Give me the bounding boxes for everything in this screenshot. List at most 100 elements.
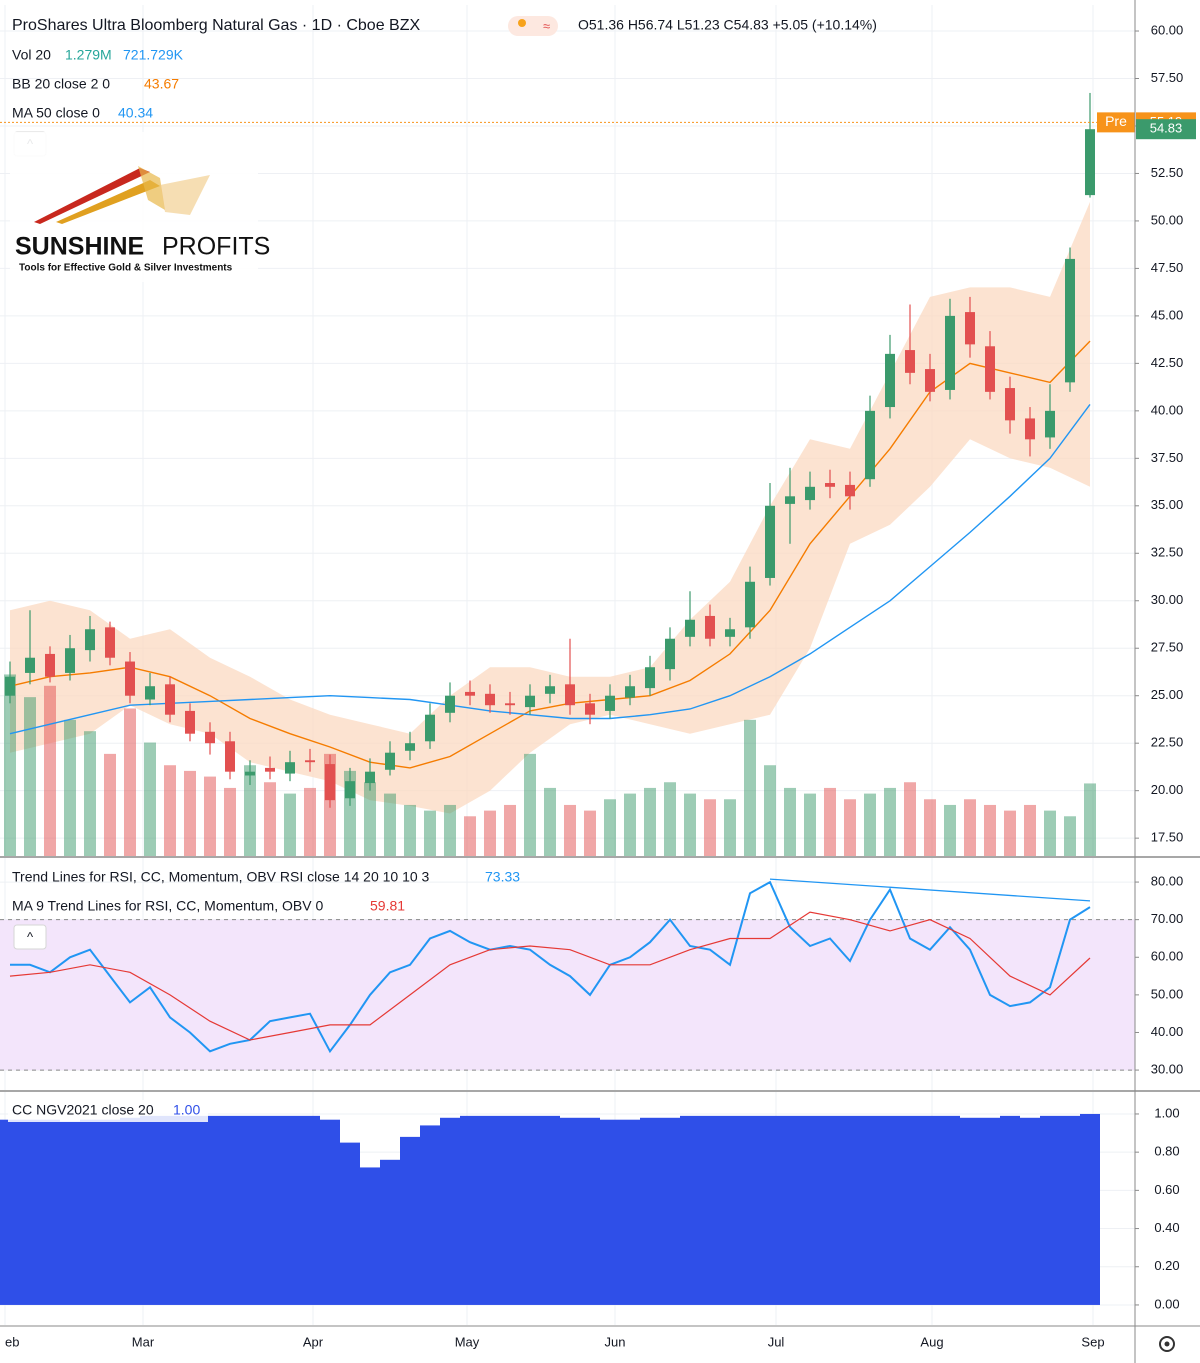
x-tick-label: Jul <box>768 1334 785 1349</box>
x-tick-label: May <box>455 1334 480 1349</box>
logo-tagline: Tools for Effective Gold & Silver Invest… <box>19 263 233 274</box>
volume-bar <box>64 719 76 856</box>
candle-body <box>325 764 335 801</box>
legend-value: 1.00 <box>173 1102 200 1118</box>
cc-bar <box>440 1117 460 1305</box>
candle-body <box>625 686 635 698</box>
volume-legend: Vol 20 <box>12 47 51 63</box>
volume-bar <box>764 765 776 856</box>
volume-bar <box>904 782 916 856</box>
cc-bar <box>280 1115 300 1305</box>
volume-bar <box>484 810 496 856</box>
volume-bar <box>604 799 616 856</box>
volume-bar <box>644 787 656 856</box>
y-tick-label: 37.50 <box>1151 450 1184 465</box>
candle-body <box>805 486 815 501</box>
volume-bar <box>464 816 476 856</box>
x-tick-label: Sep <box>1081 1334 1104 1349</box>
y-tick-label: 32.50 <box>1151 545 1184 560</box>
x-tick-label: Mar <box>132 1334 155 1349</box>
candle-body <box>225 741 235 772</box>
cc-bar <box>840 1115 860 1305</box>
candle-body <box>165 684 175 715</box>
candle-body <box>425 714 435 742</box>
settings-icon[interactable] <box>1159 1336 1175 1352</box>
volume-bar <box>684 793 696 856</box>
cc-bar <box>720 1115 740 1305</box>
cc-bar <box>980 1117 1000 1305</box>
cc-bar <box>400 1136 420 1305</box>
volume-bar <box>424 810 436 856</box>
cc-bar <box>540 1115 560 1305</box>
cc-bar <box>140 1115 160 1305</box>
series-line <box>769 878 1091 902</box>
candle-body <box>585 703 595 715</box>
volume-bar <box>724 799 736 856</box>
volume-bar <box>984 804 996 856</box>
volume-bar <box>384 793 396 856</box>
y-tick-label: 35.00 <box>1151 497 1184 512</box>
candle-body <box>1025 418 1035 440</box>
y-tick-label: 30.00 <box>1151 1062 1184 1077</box>
volume-bar <box>624 793 636 856</box>
candle-body <box>85 629 95 651</box>
collapse-button[interactable] <box>13 924 47 950</box>
candle-body <box>565 684 575 706</box>
chart-title: ProShares Ultra Bloomberg Natural Gas · … <box>12 17 420 34</box>
candle-body <box>965 312 975 345</box>
series-line <box>10 880 1091 1054</box>
volume-bar <box>844 799 856 856</box>
candle-body <box>45 653 55 677</box>
cc-bar <box>220 1115 240 1305</box>
candle-body <box>125 661 135 696</box>
y-tick-label: 0.80 <box>1154 1144 1179 1159</box>
x-tick-label: Jun <box>605 1334 626 1349</box>
y-tick-label: 47.50 <box>1151 260 1184 275</box>
candle-body <box>545 686 555 694</box>
volume-bar <box>104 753 116 856</box>
candle-body <box>465 691 475 696</box>
candle-body <box>65 648 75 673</box>
volume-bar <box>4 674 16 856</box>
cc-bar <box>120 1117 140 1305</box>
y-tick-label: 40.00 <box>1151 1024 1184 1039</box>
candle-body <box>5 676 15 696</box>
candle-body <box>245 771 255 776</box>
candle-body <box>825 483 835 487</box>
cc-bar <box>680 1115 700 1305</box>
y-tick-label: 0.00 <box>1154 1296 1179 1311</box>
legend-name: Trend Lines for RSI, CC, Momentum, OBV R… <box>12 869 430 885</box>
legend-value: 43.67 <box>144 76 179 92</box>
logo-name: SUNSHINE <box>15 233 144 261</box>
logo: SUNSHINE PROFITS Tools for Effective Gol… <box>10 132 270 282</box>
volume-bar <box>364 782 376 856</box>
cc-bar <box>500 1115 520 1305</box>
cc-bar <box>20 1119 40 1305</box>
volume-bar <box>1024 804 1036 856</box>
volume-bar <box>1084 783 1096 856</box>
candle-body <box>145 686 155 700</box>
volume-bar <box>524 753 536 856</box>
cc-bar <box>860 1115 880 1305</box>
header-icons: ≈ <box>508 16 558 36</box>
candle-body <box>1005 388 1015 421</box>
volume-bar <box>264 782 276 856</box>
candle-body <box>665 638 675 670</box>
svg-text:≈: ≈ <box>543 18 550 33</box>
cc-bar <box>360 1167 380 1305</box>
volume-bar <box>1044 810 1056 856</box>
legend-name: MA 9 Trend Lines for RSI, CC, Momentum, … <box>12 898 323 914</box>
legend-name: MA 50 close 0 <box>12 105 100 121</box>
cc-bar <box>320 1119 340 1305</box>
cc-bar <box>740 1115 760 1305</box>
cc-bar <box>960 1117 980 1305</box>
cc-bar <box>640 1117 660 1305</box>
cc-bar <box>340 1142 360 1305</box>
cc-bar <box>420 1125 440 1305</box>
premarket-tag <box>1097 112 1135 133</box>
cc-bar <box>380 1159 400 1305</box>
candle-body <box>405 743 415 751</box>
candle-body <box>505 703 515 706</box>
collapse-icon: ^ <box>27 929 34 944</box>
candle-body <box>605 695 615 711</box>
